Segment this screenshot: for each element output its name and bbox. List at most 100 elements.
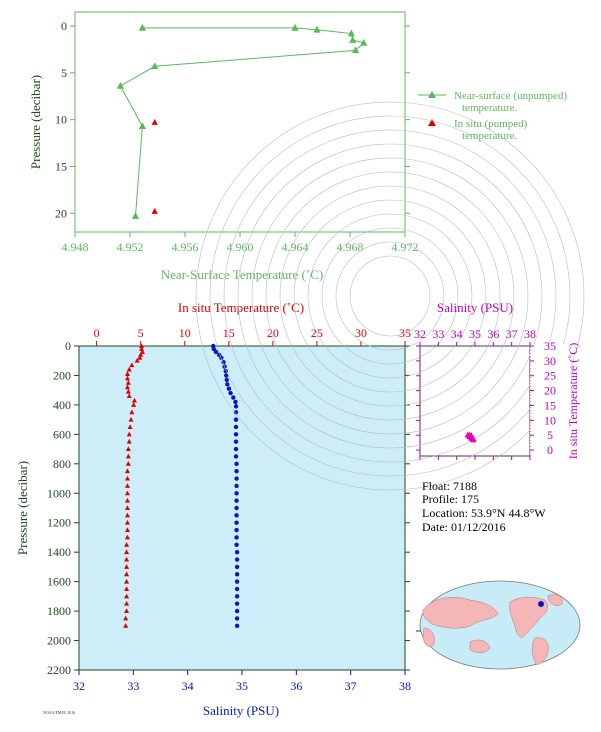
map-land-australia [469,639,491,653]
temperature-point [137,354,143,360]
temperature-point [138,352,144,357]
profile-y-axis-label: Pressure (decibar) [15,461,30,555]
temperature-point [139,349,145,354]
salinity-bottom-axis: 32 33 34 35 36 37 38 [73,670,411,693]
salinity-point [234,586,240,592]
salinity-point [234,513,239,518]
unpumped-temperature-point [360,38,368,46]
profile-chart: 0 5 10 15 20 25 30 35 32 33 34 35 36 37 38 0200400600… [15,300,411,718]
temperature-point [123,623,129,628]
ts-point [470,434,477,441]
unpumped-temperature-point [349,36,357,43]
unpumped-temperature-point [151,62,159,70]
temperature-point [124,483,130,488]
temperature-point [125,388,131,394]
temperature-point [124,593,130,599]
near-surface-y-axis: 0 5 10 15 20 [55,19,410,220]
temperature-tick-label: 0 [94,326,100,340]
temperature-point [124,505,130,510]
salinity-point [231,395,236,400]
temperature-point [124,571,130,577]
salinity-point [213,349,219,355]
x-tick-label: 4.964 [282,240,309,254]
salinity-bottom-axis-label: Salinity (PSU) [203,703,279,718]
float-id: Float: 7188 [422,479,477,493]
density-contour [223,129,557,463]
y-tick-label: 5 [61,66,67,80]
unpumped-temperature-point [138,23,146,31]
ts-temperature-tick-label: 10 [544,413,556,427]
density-contour [335,241,445,351]
temperature-point [124,549,130,555]
near-surface-series [116,23,368,219]
salinity-point [234,557,240,562]
salinity-tick-label: 37 [345,679,357,693]
salinity-point [234,535,239,540]
ts-temperature-tick-label: 15 [544,398,556,412]
salinity-tick-label: 33 [127,679,139,693]
salinity-point [233,446,239,452]
salinity-point [234,476,239,481]
ts-salinity-tick-label: 36 [487,327,499,341]
temperature-point [128,416,134,422]
temperature-point [124,600,130,606]
temperature-top-axis-label: In situ Temperature (˚C) [178,300,304,315]
x-tick-label: 4.956 [172,240,199,254]
footer-note: NOAA/PMEL 2016 [43,710,75,715]
temperature-point [123,615,129,621]
salinity-point [233,404,239,409]
density-contour [265,171,515,421]
salinity-point [234,468,239,474]
location: Location: 53.9°N 44.8°W [422,506,546,520]
pressure-tick-label: 600 [53,427,71,441]
temperature-tick-label: 30 [355,326,367,340]
temperature-tick-label: 5 [138,326,144,340]
salinity-point [234,601,240,606]
near-surface-x-axis-label: Near-Surface Temperature (˚C) [161,267,323,282]
salinity-point [234,549,240,555]
ts-points [464,431,477,443]
unpumped-temperature-point [351,46,360,54]
unpumped-temperature-point [291,23,299,31]
temperature-point [126,393,132,399]
salinity-point [234,498,239,503]
pressure-tick-label: 1200 [47,516,71,530]
temperature-point [131,402,137,407]
salinity-point [226,386,232,391]
salinity-point [233,399,238,405]
density-contours [195,101,585,491]
density-contour [195,101,585,491]
contour-mask [530,344,570,458]
temperature-point [124,468,130,474]
y-tick-label: 20 [55,206,67,220]
salinity-point [233,424,239,430]
unpumped-temperature-point [138,122,146,130]
salinity-point [234,527,239,533]
near-surface-plot-frame [74,11,406,233]
temperature-point [124,556,130,562]
y-tick-label: 10 [55,113,67,127]
y-tick-label: 0 [61,19,67,33]
salinity-point [234,505,239,511]
salinity-point [233,454,239,459]
salinity-point [224,377,229,383]
pumped-temperature-point [151,118,158,125]
salinity-point [234,483,239,489]
temperature-point [124,527,130,533]
unpumped-temperature-point [131,212,140,219]
salinity-tick-label: 35 [236,679,248,693]
salinity-point [234,461,239,467]
salinity-point [233,432,239,437]
ts-salinity-tick-label: 32 [414,327,426,341]
density-contour [349,255,431,337]
salinity-point [233,417,239,422]
temperature-point [131,397,138,403]
map-land-eurasia [422,597,499,629]
salinity-point [234,616,240,621]
unpumped-temperature-point [116,81,124,89]
ts-salinity-tick-label: 33 [432,327,444,341]
x-tick-label: 4.960 [227,240,254,254]
ts-temperature-tick-label: 5 [547,428,553,442]
salinity-point [233,439,239,444]
